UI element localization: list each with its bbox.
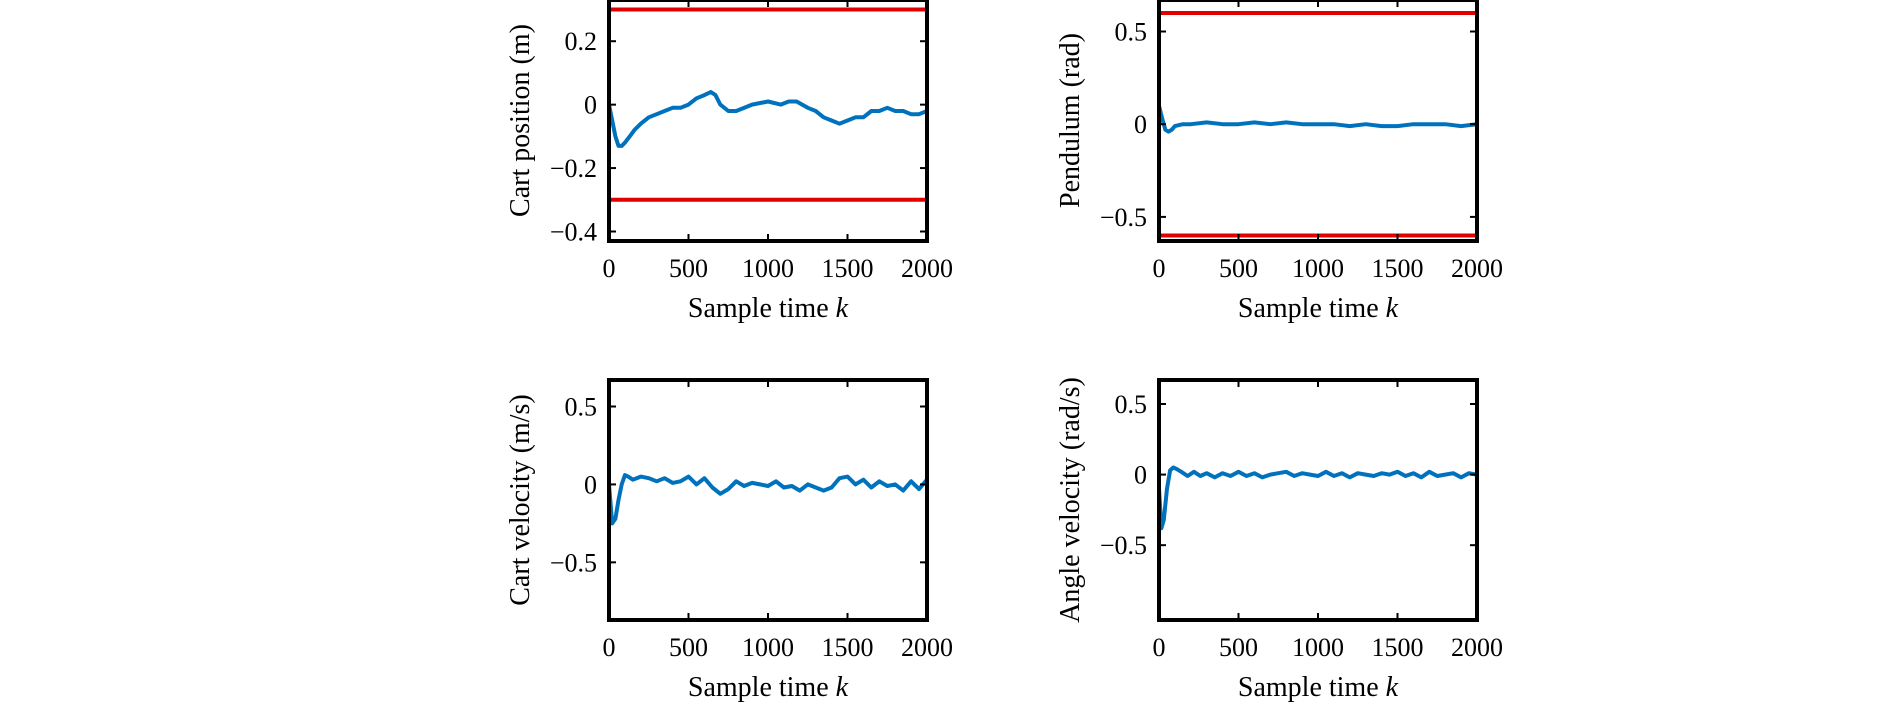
axes-frame — [1157, 378, 1479, 622]
x-tick-label: 1000 — [1292, 633, 1344, 662]
y-tick-label: 0.5 — [1115, 18, 1148, 47]
subplot-cart-velocity: 0 500 1000 1500 2000 0.5 0 −0.5 Cart velocity (m… — [505, 378, 953, 703]
x-axis-label: Sample time k — [688, 672, 849, 703]
x-tick-label: 0 — [1153, 633, 1166, 662]
series-line — [1159, 465, 1477, 531]
series-line — [609, 473, 927, 526]
x-tick-label: 1500 — [1372, 254, 1424, 283]
series-line — [1159, 105, 1477, 134]
x-tick-label: 0 — [1153, 254, 1166, 283]
y-tick-label: 0 — [584, 470, 597, 499]
x-tick-label: 2000 — [1451, 633, 1503, 662]
x-tick-label: 2000 — [901, 633, 953, 662]
y-tick-label: 0 — [1134, 110, 1147, 139]
y-axis-label: Pendulum (rad) — [1055, 33, 1086, 208]
y-tick-label: −0.5 — [550, 548, 597, 577]
y-tick-label: 0 — [1134, 461, 1147, 490]
x-tick-label: 500 — [1219, 254, 1258, 283]
x-axis-label: Sample time k — [688, 293, 849, 324]
x-tick-label: 2000 — [901, 254, 953, 283]
subplot-angle-velocity: 0 500 1000 1500 2000 0.5 0 −0.5 Angle velocity (… — [1055, 377, 1503, 703]
axes-frame — [607, 378, 929, 622]
y-axis-label: Cart velocity (m/s) — [505, 394, 536, 606]
y-tick-label: −0.2 — [550, 154, 597, 183]
x-tick-label: 2000 — [1451, 254, 1503, 283]
x-axis-label: Sample time k — [1238, 293, 1399, 324]
x-tick-label: 1500 — [1372, 633, 1424, 662]
x-tick-label: 1500 — [822, 633, 874, 662]
y-tick-label: −0.4 — [550, 217, 597, 246]
x-tick-label: 1000 — [1292, 254, 1344, 283]
x-tick-label: 500 — [669, 633, 708, 662]
y-tick-label: 0.5 — [1115, 390, 1148, 419]
series-line — [609, 90, 927, 148]
subplot-cart-position: 0 500 1000 1500 2000 −0.4 −0.2 0 0.2 Cart positio… — [505, 0, 953, 324]
y-tick-label: −0.5 — [1100, 203, 1147, 232]
x-tick-label: 1000 — [742, 633, 794, 662]
x-tick-label: 1000 — [742, 254, 794, 283]
x-tick-label: 0 — [603, 254, 616, 283]
y-axis-label: Cart position (m) — [505, 24, 536, 217]
x-tick-label: 0 — [603, 633, 616, 662]
y-tick-label: 0 — [584, 91, 597, 120]
y-axis-label: Angle velocity (rad/s) — [1055, 377, 1086, 623]
x-axis-label: Sample time k — [1238, 672, 1399, 703]
y-tick-label: −0.5 — [1100, 531, 1147, 560]
y-tick-label: 0.2 — [565, 27, 598, 56]
x-tick-label: 500 — [1219, 633, 1258, 662]
x-tick-label: 1500 — [822, 254, 874, 283]
axes-frame — [607, 0, 929, 243]
y-tick-label: 0.5 — [565, 392, 598, 421]
x-tick-label: 500 — [669, 254, 708, 283]
